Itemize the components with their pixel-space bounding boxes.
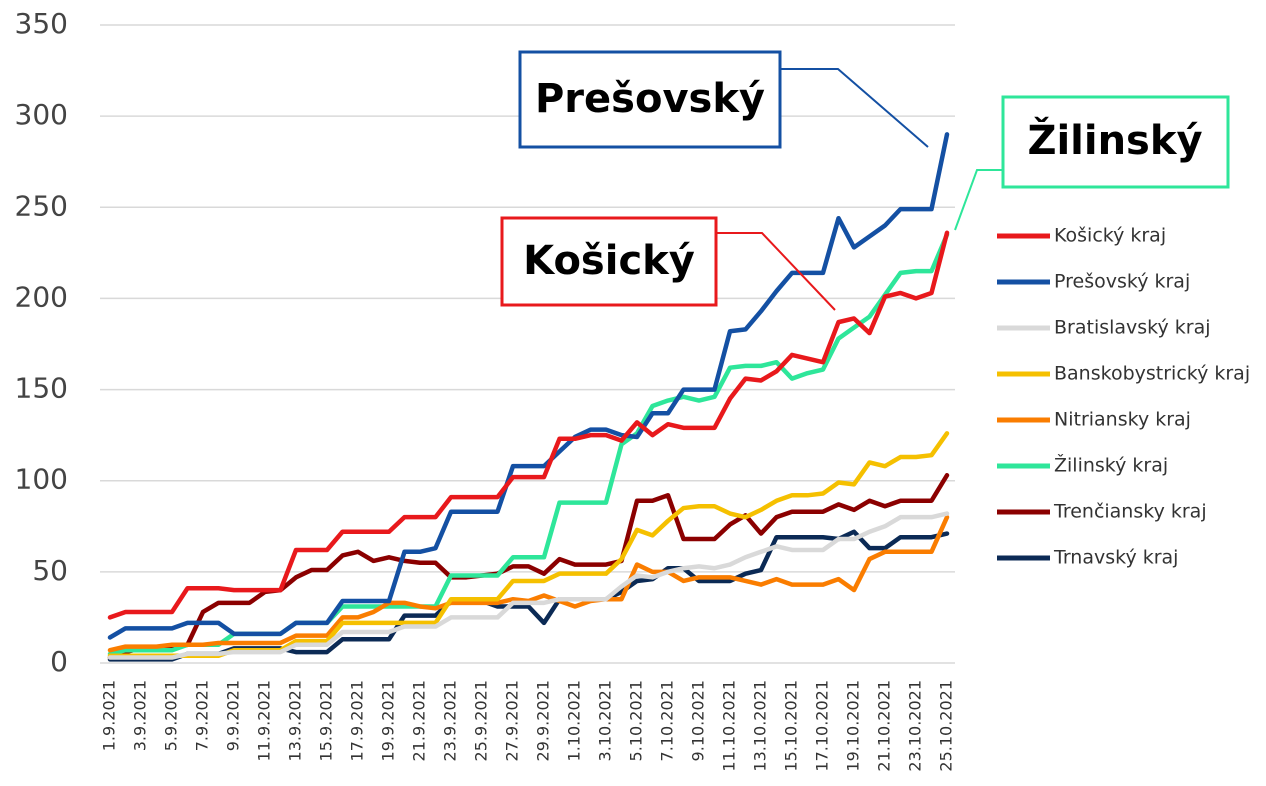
x-tick-label: 1.10.2021 bbox=[565, 680, 584, 761]
x-tick-label: 5.9.2021 bbox=[162, 680, 181, 751]
series-line bbox=[107, 472, 950, 660]
x-tick-label: 13.10.2021 bbox=[751, 680, 770, 772]
x-tick-label: 15.10.2021 bbox=[782, 680, 801, 772]
legend-label: Trnavský kraj bbox=[1053, 547, 1178, 569]
annotation: Prešovský bbox=[535, 76, 765, 122]
y-tick-label: 150 bbox=[15, 372, 68, 405]
x-tick-label: 7.10.2021 bbox=[658, 680, 677, 761]
y-tick-label: 50 bbox=[32, 554, 68, 587]
leader-line bbox=[954, 169, 1003, 231]
x-tick-label: 5.10.2021 bbox=[627, 680, 646, 761]
x-tick-label: 1.9.2021 bbox=[100, 680, 119, 751]
x-tick-label: 17.10.2021 bbox=[813, 680, 832, 772]
x-tick-label: 19.9.2021 bbox=[379, 680, 398, 761]
legend-label: Nitriansky kraj bbox=[1054, 409, 1191, 431]
x-tick-label: 11.9.2021 bbox=[255, 680, 274, 761]
y-tick-label: 100 bbox=[15, 463, 68, 496]
y-tick-label: 200 bbox=[15, 280, 68, 313]
series-line bbox=[107, 132, 950, 640]
x-tick-label: 9.10.2021 bbox=[689, 680, 708, 761]
x-tick-label: 3.10.2021 bbox=[596, 680, 615, 761]
x-tick-label: 21.10.2021 bbox=[875, 680, 894, 772]
legend-label: Trenčiansky kraj bbox=[1053, 501, 1207, 523]
series-line bbox=[107, 511, 950, 660]
x-tick-label: 17.9.2021 bbox=[348, 680, 367, 761]
x-tick-label: 23.9.2021 bbox=[441, 680, 460, 761]
x-tick-label: 29.9.2021 bbox=[534, 680, 553, 761]
x-tick-label: 7.9.2021 bbox=[193, 680, 212, 751]
annotation-box bbox=[500, 216, 718, 307]
annotation: Žilinský bbox=[1027, 116, 1202, 164]
y-tick-label: 0 bbox=[50, 645, 68, 678]
x-tick-label: 23.10.2021 bbox=[906, 680, 925, 772]
x-tick-label: 15.9.2021 bbox=[317, 680, 336, 761]
x-tick-label: 9.9.2021 bbox=[224, 680, 243, 751]
leader-line bbox=[780, 68, 929, 148]
legend-label: Banskobystrický kraj bbox=[1054, 363, 1250, 385]
x-tick-label: 11.10.2021 bbox=[720, 680, 739, 772]
x-tick-label: 25.10.2021 bbox=[937, 680, 956, 772]
x-tick-label: 3.9.2021 bbox=[131, 680, 150, 751]
plot: 0 50 100 150 200 250 300 350 1.9.2021 3.9.2021 5.9… bbox=[15, 7, 1251, 772]
leader-line bbox=[716, 232, 836, 311]
x-tick-label: 19.10.2021 bbox=[844, 680, 863, 772]
series-line bbox=[107, 230, 950, 620]
x-tick-label: 25.9.2021 bbox=[472, 680, 491, 761]
legend-label: Žilinský kraj bbox=[1054, 454, 1168, 477]
x-tick-label: 21.9.2021 bbox=[410, 680, 429, 761]
annotation-box bbox=[518, 50, 782, 149]
legend-label: Prešovský kraj bbox=[1054, 271, 1190, 293]
annotation: Košický bbox=[523, 238, 695, 284]
legend-label: Košický kraj bbox=[1054, 225, 1166, 247]
x-tick-label: 13.9.2021 bbox=[286, 680, 305, 761]
x-tick-label: 27.9.2021 bbox=[503, 680, 522, 761]
y-tick-label: 250 bbox=[15, 189, 68, 222]
annotation-box bbox=[1001, 95, 1230, 189]
annotations: Prešovský Žilinský Košický bbox=[500, 50, 1230, 311]
y-tick-label: 300 bbox=[15, 98, 68, 131]
y-tick-label: 350 bbox=[15, 7, 68, 40]
legend-label: Bratislavský kraj bbox=[1054, 317, 1211, 339]
